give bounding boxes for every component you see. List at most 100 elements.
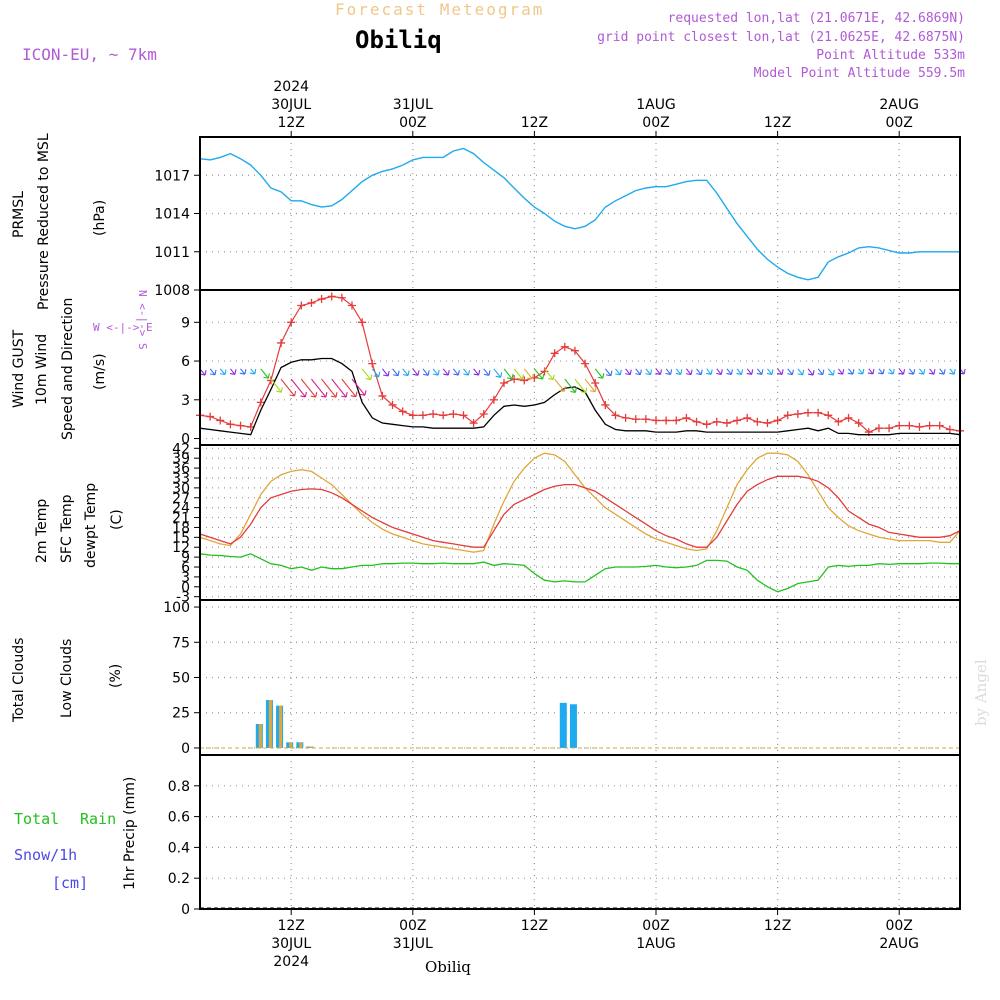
gust-marker	[479, 410, 488, 418]
series-dewpt-temp	[199, 553, 960, 593]
gust-marker	[469, 419, 478, 428]
wind-arrow	[837, 368, 845, 375]
gust-marker	[895, 421, 904, 430]
wind-arrow	[422, 368, 430, 376]
gust-marker	[429, 410, 438, 418]
gust-marker	[256, 398, 265, 407]
x-tick-label-bottom: 12Z	[521, 918, 548, 934]
gridpoint-coords: grid point closest lon,lat (21.0625E, 42…	[597, 30, 965, 45]
wind-arrow	[807, 368, 815, 376]
wind-arrow	[361, 368, 373, 381]
low-cloud-bar	[299, 742, 303, 748]
series-wind10	[199, 357, 961, 436]
wind-arrow	[797, 368, 805, 376]
point-altitude: Point Altitude 533m	[816, 48, 965, 63]
wind-arrow	[827, 368, 835, 376]
wind-arrow	[756, 368, 764, 375]
compass-ns: N <-|-> S	[136, 290, 149, 350]
y-tick-label: 12	[172, 540, 190, 556]
x-tick-label-bottom: 00Z	[399, 918, 426, 934]
gust-marker	[439, 411, 448, 420]
y-tick-label: 6	[181, 354, 190, 370]
x-tick-label-bottom: 12Z	[764, 918, 791, 934]
gust-marker	[844, 413, 853, 422]
gust-marker	[368, 359, 377, 368]
y-tick-label: 1008	[154, 283, 190, 299]
wind-arrow	[888, 368, 895, 375]
wind-arrow	[857, 368, 865, 375]
wind-unit: (m/s)	[92, 353, 108, 390]
x-tick-label-top: 2AUG	[879, 97, 919, 113]
y-tick-label: 3	[181, 393, 190, 409]
gust-marker	[449, 410, 458, 418]
x-tick-label-top: 12Z	[277, 115, 304, 131]
wind-arrow	[554, 378, 566, 392]
wind-arrow	[776, 368, 784, 375]
low-cloud-bar	[258, 724, 262, 748]
gust-marker	[297, 301, 306, 310]
x-tick-label-bottom: 31JUL	[393, 936, 433, 952]
temp-unit: (C)	[109, 509, 125, 530]
y-tick-label: 0	[181, 580, 190, 596]
gust-marker	[418, 411, 427, 420]
gust-marker	[672, 416, 681, 425]
low-cloud-bar	[289, 742, 293, 748]
gust-marker	[712, 417, 721, 426]
gust-marker	[520, 376, 529, 385]
gust-marker	[408, 411, 417, 420]
y-tick-label: 18	[172, 520, 190, 536]
gust-marker	[266, 376, 275, 385]
speed-direction-label: Speed and Direction	[60, 298, 76, 440]
x-tick-label-top: 00Z	[399, 115, 426, 131]
x-tick-label-bottom: 1AUG	[636, 936, 676, 952]
y-tick-label: 25	[172, 706, 190, 722]
x-tick-label-bottom: 30JUL	[271, 936, 311, 952]
gust-marker	[388, 400, 397, 409]
y-tick-label: 6	[181, 560, 190, 576]
x-tick-label-top: 2024	[273, 79, 309, 95]
wind-arrow	[584, 378, 597, 393]
y-tick-label: 33	[172, 471, 190, 487]
model-label: ICON-EU, ~ 7km	[22, 45, 157, 64]
y-tick-label: 3	[181, 570, 190, 586]
gust-marker	[804, 408, 812, 417]
gust-marker	[348, 301, 356, 310]
wind-arrow	[746, 368, 754, 375]
total-rain-label-b: Rain	[80, 810, 116, 828]
x-tick-label-top: 12Z	[521, 115, 548, 131]
gust-marker	[591, 379, 600, 387]
wind-arrow	[625, 368, 632, 376]
wind-arrow	[381, 368, 390, 377]
wind-arrow	[371, 368, 381, 378]
gust-marker	[570, 346, 579, 355]
wind-arrow	[706, 368, 713, 375]
gust-marker	[763, 419, 772, 428]
gust-label: Wind GUST	[11, 329, 27, 408]
y-tick-label: 0.8	[168, 779, 190, 795]
series-sfc-temp	[199, 452, 961, 553]
title-faint: Forecast Meteogram	[335, 0, 544, 19]
low-clouds-label: Low Clouds	[59, 639, 75, 718]
gust-marker	[692, 417, 701, 426]
gust-marker	[682, 413, 691, 422]
wind-arrow	[594, 368, 605, 379]
x-tick-label-top: 00Z	[642, 115, 669, 131]
gust-marker	[459, 411, 468, 420]
gust-marker	[854, 419, 863, 428]
wind-arrow	[432, 368, 440, 376]
wind-arrow	[341, 378, 358, 398]
wind-arrow	[209, 368, 217, 376]
y-tick-label: 36	[172, 461, 190, 477]
wind-arrow	[473, 368, 481, 376]
gust-marker	[540, 367, 549, 376]
snow-label: Snow/1h	[14, 846, 77, 864]
gust-marker	[783, 411, 792, 420]
wind-arrow	[675, 368, 683, 375]
gust-marker	[722, 419, 731, 428]
gust-marker	[287, 318, 296, 327]
wind-arrow	[655, 368, 663, 375]
y-tick-label: 50	[172, 671, 190, 687]
y-tick-label: -3	[176, 590, 190, 606]
gust-marker	[702, 420, 711, 429]
y-tick-label: 0	[181, 902, 190, 918]
